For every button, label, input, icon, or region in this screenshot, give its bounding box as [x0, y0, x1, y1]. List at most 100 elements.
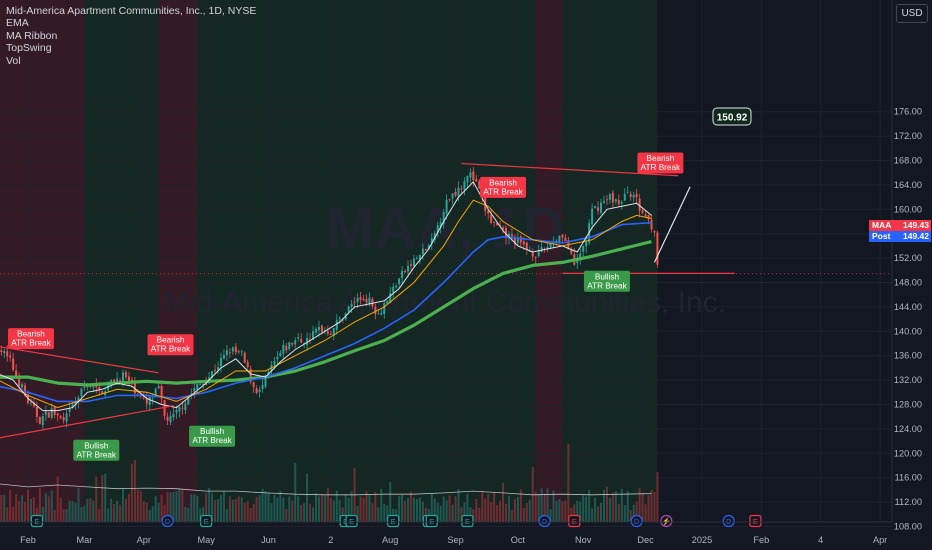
currency-button[interactable]: USD	[896, 4, 928, 23]
candle-body	[288, 342, 291, 350]
volume-bar	[166, 492, 169, 522]
candle-body	[240, 351, 243, 353]
atr-label-box	[7, 328, 54, 350]
candle-body	[564, 237, 567, 241]
indicator-ma-ribbon[interactable]: MA Ribbon	[6, 29, 58, 42]
atr-label-text: Bearish	[489, 178, 517, 187]
volume-bar	[136, 489, 139, 522]
volume-bar	[386, 505, 389, 522]
volume-bar	[407, 498, 410, 522]
volume-bar	[50, 490, 53, 522]
atr-label-text: ATR Break	[11, 339, 51, 348]
volume-bar	[252, 503, 255, 522]
volume-bar	[389, 482, 392, 522]
event-marker-earnings[interactable]: E	[30, 514, 44, 528]
y-tick-label: 168.00	[894, 156, 922, 166]
volume-bar	[219, 494, 222, 522]
volume-bars	[0, 444, 659, 522]
volume-bar	[172, 491, 175, 522]
event-marker-earnings[interactable]: E	[387, 514, 400, 528]
indicator-vol[interactable]: Vol	[6, 54, 21, 67]
volume-bar	[122, 488, 125, 522]
volume-bar	[614, 491, 617, 522]
candle-body	[656, 232, 659, 265]
volume-bar	[433, 498, 436, 522]
candle-body	[380, 312, 383, 315]
event-marker-earnings[interactable]: E	[749, 514, 762, 528]
volume-bar	[377, 507, 380, 522]
volume-bar	[579, 501, 582, 522]
candle-body	[178, 406, 181, 412]
volume-bar	[234, 499, 237, 522]
event-marker-earnings[interactable]: E	[461, 514, 474, 528]
volume-bar	[534, 491, 537, 522]
volume-bar	[62, 509, 65, 522]
volume-bar	[516, 496, 519, 522]
ema-mid-line	[0, 199, 652, 409]
event-marker-earnings[interactable]: E	[425, 514, 438, 528]
volume-bar	[490, 502, 493, 522]
candle-body	[326, 331, 329, 334]
candle-body	[119, 380, 122, 383]
volume-bar	[127, 493, 130, 522]
volume-bar	[193, 494, 196, 522]
candle-body	[279, 352, 282, 357]
volume-bar	[608, 498, 611, 522]
candle-body	[644, 214, 647, 217]
volume-bar	[522, 507, 525, 522]
candle-body	[466, 175, 469, 183]
candle-body	[350, 303, 353, 308]
volume-bar	[412, 497, 415, 522]
event-marker-earnings[interactable]: E	[345, 514, 358, 528]
volume-bar	[196, 495, 199, 522]
event-marker-shape	[200, 514, 213, 528]
candle-body	[219, 357, 222, 367]
candle-body	[555, 240, 558, 242]
volume-bar	[418, 497, 421, 522]
volume-bar	[133, 460, 136, 522]
candle-body	[142, 396, 145, 398]
event-marker-earnings[interactable]: E	[568, 514, 581, 528]
event-marker-shape	[538, 514, 551, 528]
event-marker-dividend[interactable]: D	[161, 514, 174, 528]
indicator-ema[interactable]: EMA	[6, 17, 29, 30]
chart-title[interactable]: Mid-America Apartment Communities, Inc.,…	[6, 5, 257, 17]
event-marker-earnings[interactable]: E	[200, 514, 213, 528]
candle-body	[540, 247, 543, 252]
candle-body	[427, 245, 430, 250]
event-marker-dividend[interactable]: D	[630, 514, 643, 528]
event-marker-dividend[interactable]: D	[722, 514, 735, 528]
event-marker-split[interactable]: ⚡	[660, 514, 673, 528]
candle-body	[582, 245, 585, 252]
volume-bar	[374, 491, 377, 522]
volume-bar	[181, 488, 184, 522]
volume-bar	[288, 496, 291, 522]
atr-label-text: Bullish	[595, 272, 620, 281]
event-marker-dividend[interactable]: D	[538, 514, 551, 528]
candle-body	[184, 403, 187, 411]
x-tick-label: Apr	[137, 535, 151, 545]
candle-body	[490, 214, 493, 223]
indicator-topswing[interactable]: TopSwing	[6, 42, 52, 55]
volume-bar	[525, 503, 528, 522]
candle-body	[169, 415, 172, 423]
candle-body	[44, 411, 47, 415]
candle-body	[205, 382, 208, 385]
volume-bar	[225, 509, 228, 522]
volume-bar	[291, 500, 294, 522]
volume-bar	[86, 498, 89, 522]
target-label: 150.92	[712, 107, 752, 126]
y-tick-label: 172.00	[894, 131, 922, 141]
x-tick-label: Aug	[382, 535, 398, 545]
volume-bar	[124, 499, 127, 522]
volume-bar	[154, 496, 157, 522]
chart-legend: Mid-America Apartment Communities, Inc.,…	[6, 5, 256, 67]
volume-bar	[35, 507, 38, 522]
price-tag-maa-symbol: MAA	[869, 220, 906, 231]
volume-bar	[237, 496, 240, 522]
volume-bar	[469, 507, 472, 522]
candle-body	[395, 285, 398, 288]
candle-body	[353, 301, 356, 303]
